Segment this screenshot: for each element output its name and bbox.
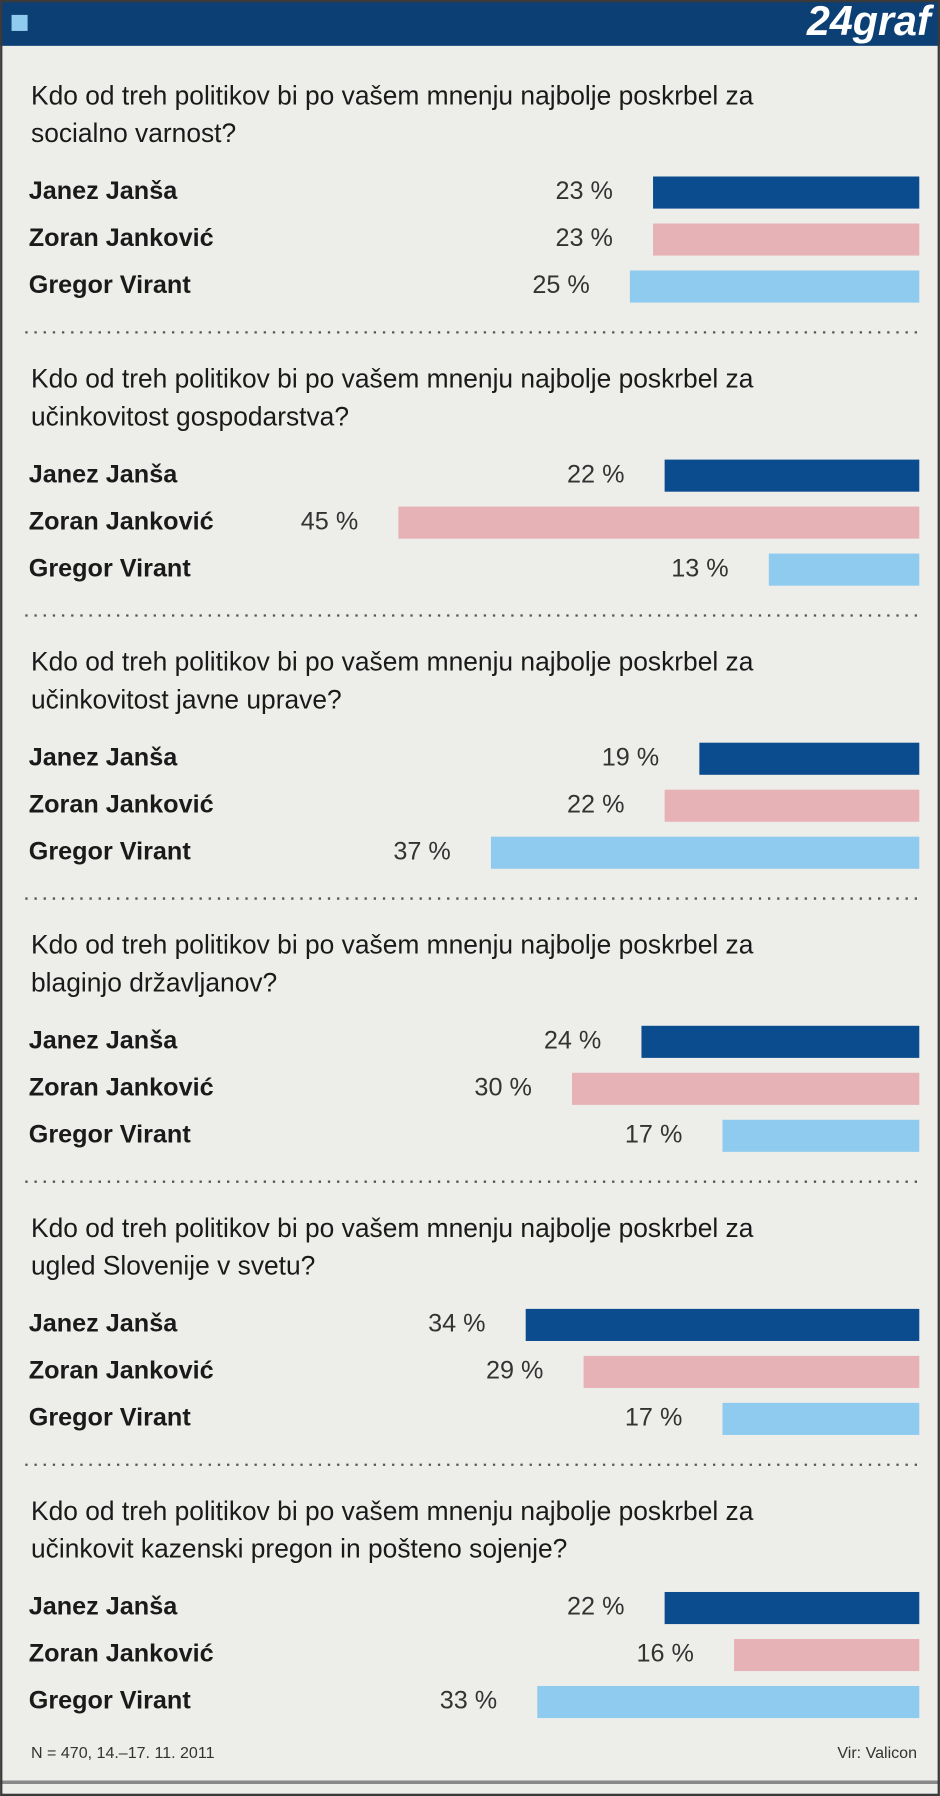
- value-label: 34 %: [428, 1310, 485, 1338]
- question: Kdo od treh politikov bi po vašem mnenju…: [31, 647, 754, 677]
- question: socialno varnost?: [31, 118, 236, 148]
- value-label: 24 %: [544, 1026, 601, 1054]
- value-label: 13 %: [671, 554, 728, 582]
- question: Kdo od treh politikov bi po vašem mnenju…: [31, 1213, 754, 1243]
- bar: [490, 836, 920, 869]
- value-label: 23 %: [555, 177, 612, 205]
- category-label: Janez Janša: [29, 743, 178, 771]
- question: učinkovit kazenski pregon in pošteno soj…: [31, 1534, 567, 1564]
- value-label: 19 %: [602, 743, 659, 771]
- value-label: 17 %: [625, 1120, 682, 1148]
- value-label: 22 %: [567, 790, 624, 818]
- value-label: 23 %: [555, 224, 612, 252]
- category-label: Zoran Janković: [29, 1640, 214, 1668]
- category-label: Gregor Virant: [29, 837, 192, 865]
- bar: [641, 1025, 920, 1058]
- category-label: Janez Janša: [29, 1310, 178, 1338]
- question: Kdo od treh politikov bi po vašem mnenju…: [31, 363, 754, 393]
- value-label: 29 %: [486, 1357, 543, 1385]
- category-label: Janez Janša: [29, 460, 178, 488]
- category-label: Zoran Janković: [29, 507, 214, 535]
- value-label: 22 %: [567, 1593, 624, 1621]
- footer-note: N = 470, 14.–17. 11. 2011: [31, 1744, 215, 1762]
- value-label: 22 %: [567, 460, 624, 488]
- category-label: Gregor Virant: [29, 271, 192, 299]
- value-label: 17 %: [625, 1404, 682, 1432]
- question: učinkovitost gospodarstva?: [31, 401, 349, 431]
- category-label: Gregor Virant: [29, 554, 192, 582]
- value-label: 30 %: [474, 1073, 531, 1101]
- bar: [398, 506, 920, 539]
- bar: [583, 1355, 920, 1388]
- bar: [653, 223, 920, 256]
- category-label: Janez Janša: [29, 1026, 178, 1054]
- category-label: Janez Janša: [29, 1593, 178, 1621]
- bar: [653, 176, 920, 209]
- bar: [664, 459, 920, 492]
- bar: [768, 553, 920, 586]
- category-label: Zoran Janković: [29, 1073, 214, 1101]
- bar: [572, 1072, 920, 1105]
- category-label: Gregor Virant: [29, 1120, 192, 1148]
- bar: [629, 270, 920, 303]
- bar: [699, 742, 920, 775]
- question: ugled Slovenije v svetu?: [31, 1251, 315, 1281]
- header-bar: [0, 0, 940, 46]
- question: učinkovitost javne uprave?: [31, 684, 342, 714]
- value-label: 16 %: [637, 1640, 694, 1668]
- bar: [525, 1308, 920, 1341]
- bar: [537, 1685, 920, 1719]
- category-label: Janez Janša: [29, 177, 178, 205]
- bar: [664, 1591, 920, 1625]
- category-label: Zoran Janković: [29, 1357, 214, 1385]
- bar: [734, 1638, 920, 1672]
- value-label: 25 %: [532, 271, 589, 299]
- value-label: 37 %: [393, 837, 450, 865]
- category-label: Zoran Janković: [29, 224, 214, 252]
- bar: [722, 1402, 920, 1435]
- value-label: 33 %: [440, 1687, 497, 1715]
- footer-source: Vir: Valicon: [837, 1744, 917, 1762]
- logo: 24graf: [806, 0, 935, 44]
- value-label: 45 %: [301, 507, 358, 535]
- question: blaginjo državljanov?: [31, 968, 277, 998]
- category-label: Gregor Virant: [29, 1404, 192, 1432]
- question: Kdo od treh politikov bi po vašem mnenju…: [31, 930, 754, 960]
- bar: [722, 1119, 920, 1152]
- question: Kdo od treh politikov bi po vašem mnenju…: [31, 1496, 754, 1526]
- bar: [664, 789, 920, 822]
- question: Kdo od treh politikov bi po vašem mnenju…: [31, 80, 754, 110]
- category-label: Zoran Janković: [29, 790, 214, 818]
- category-label: Gregor Virant: [29, 1687, 192, 1715]
- header-square: [11, 14, 28, 31]
